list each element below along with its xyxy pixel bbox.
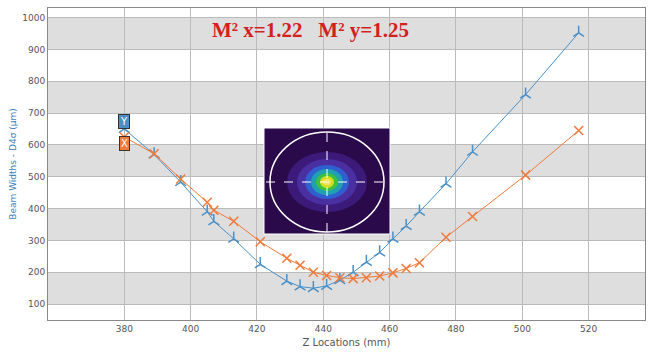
svg-text:500: 500	[28, 172, 45, 182]
svg-text:300: 300	[28, 236, 45, 246]
svg-text:Beam Widths - D4σ (µm): Beam Widths - D4σ (µm)	[8, 108, 18, 219]
svg-text:400: 400	[28, 204, 45, 214]
svg-text:440: 440	[315, 324, 332, 334]
svg-text:380: 380	[116, 324, 133, 334]
svg-text:Y: Y	[120, 116, 128, 127]
svg-text:Z Locations (mm): Z Locations (mm)	[303, 337, 391, 348]
svg-text:520: 520	[580, 324, 597, 334]
svg-text:600: 600	[28, 140, 45, 150]
svg-text:1000: 1000	[22, 13, 45, 23]
svg-text:M² x=1.22 M² y=1.25: M² x=1.22 M² y=1.25	[212, 18, 409, 42]
svg-text:200: 200	[28, 267, 45, 277]
svg-text:460: 460	[381, 324, 398, 334]
svg-text:X: X	[121, 138, 128, 149]
svg-text:480: 480	[447, 324, 464, 334]
svg-text:700: 700	[28, 108, 45, 118]
svg-text:800: 800	[28, 76, 45, 86]
svg-text:400: 400	[182, 324, 199, 334]
svg-text:100: 100	[28, 299, 45, 309]
svg-text:420: 420	[248, 324, 265, 334]
svg-text:500: 500	[514, 324, 531, 334]
svg-text:900: 900	[28, 45, 45, 55]
